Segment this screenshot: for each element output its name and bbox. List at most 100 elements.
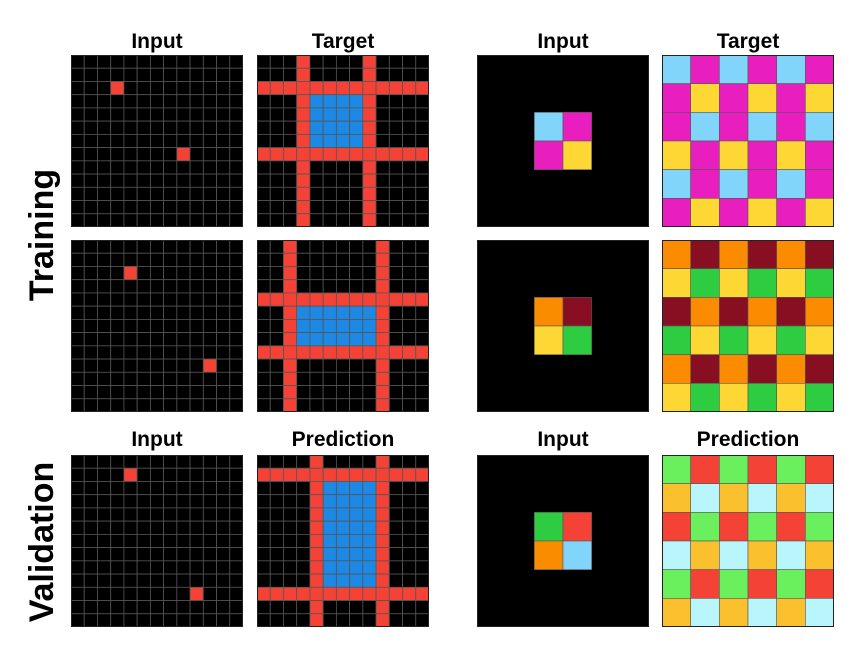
grid-cell-red (283, 147, 298, 162)
grid-cell-black (402, 573, 417, 588)
grid-cell-maroon (690, 240, 720, 269)
grid-cell-black (97, 467, 112, 482)
grid-cell-black (362, 398, 377, 412)
training-1-lines-target-grid (257, 55, 429, 227)
grid-cell-black (149, 305, 165, 320)
grid-cell-black (176, 305, 191, 320)
grid-cell-black (335, 385, 351, 400)
grid-cell-red (562, 512, 592, 542)
grid-cell-black (176, 292, 191, 307)
grid-cell-red (309, 547, 324, 562)
grid-cell-black (229, 305, 243, 320)
grid-cell-black (388, 252, 403, 267)
grid-cell-black (123, 613, 138, 627)
grid-cell-black (415, 455, 429, 469)
grid-cell-black (71, 94, 85, 109)
grid-cell-black (189, 240, 204, 254)
grid-cell-orange (747, 297, 777, 327)
grid-cell-black (97, 279, 112, 294)
grid-cell-red (309, 345, 324, 360)
grid-cell-black (216, 520, 231, 535)
grid-cell-black (322, 213, 337, 227)
grid-cell-black (375, 173, 390, 188)
grid-cell-black (136, 520, 151, 535)
grid-cell-black (269, 94, 284, 109)
grid-cell-black (335, 240, 351, 254)
grid-cell-black (71, 507, 85, 522)
grid-cell-blue (362, 494, 377, 509)
grid-cell-red (375, 481, 390, 496)
grid-cell-black (176, 507, 191, 522)
grid-cell-red (269, 586, 284, 601)
grid-cell-red (388, 586, 403, 601)
grid-cell-red (362, 467, 377, 482)
grid-cell-black (257, 600, 271, 615)
grid-cell-black (163, 398, 178, 412)
grid-cell-black (110, 133, 125, 149)
grid-cell-black (163, 147, 178, 162)
grid-cell-red (283, 81, 298, 96)
grid-cell-red (269, 467, 284, 482)
grid-svg (477, 55, 649, 227)
grid-cell-black (349, 213, 364, 227)
grid-cell-black (83, 252, 98, 267)
grid-cell-black (71, 520, 85, 535)
grid-cell-black (97, 345, 112, 360)
grid-cell-lightblue (719, 169, 749, 199)
grid-cell-black (296, 358, 311, 373)
grid-cell-black (97, 107, 112, 122)
grid-cell-red (335, 81, 351, 96)
grid-cell-black (83, 467, 98, 482)
grid-cell-black (202, 133, 217, 149)
grid-cell-black (415, 67, 429, 82)
grid-cell-black (149, 345, 165, 360)
grid-cell-black (388, 213, 403, 227)
grid-cell-black (110, 305, 125, 320)
grid-cell-black (202, 94, 217, 109)
grid-cell-black (176, 520, 191, 535)
grid-cell-blue (335, 120, 351, 135)
grid-cell-black (269, 107, 284, 122)
grid-cell-yellow (719, 383, 749, 412)
grid-cell-black (415, 240, 429, 254)
grid-cell-black (335, 279, 351, 294)
grid-cell-black (257, 613, 271, 627)
grid-cell-blue (362, 318, 377, 334)
grid-cell-magenta (805, 140, 834, 170)
grid-cell-black (176, 279, 191, 294)
grid-cell-black (283, 186, 298, 201)
grid-cell-black (283, 133, 298, 149)
grid-cell-black (176, 200, 191, 215)
grid-cell-black (83, 279, 98, 294)
grid-cell-red (309, 520, 324, 535)
grid-cell-black (202, 494, 217, 509)
grid-cell-black (71, 358, 85, 373)
grid-cell-maroon (776, 297, 806, 327)
grid-cell-black (123, 481, 138, 496)
grid-cell-black (97, 252, 112, 267)
grid-cell-black (97, 173, 112, 188)
grid-cell-yellow (805, 83, 834, 113)
grid-cell-black (388, 481, 403, 496)
grid-cell-black (309, 67, 324, 82)
grid-cell-red (362, 213, 377, 227)
grid-cell-black (110, 332, 125, 347)
grid-cell-black (110, 200, 125, 215)
grid-cell-black (163, 560, 178, 575)
grid-cell-black (83, 371, 98, 386)
grid-cell-black (163, 494, 178, 509)
grid-cell-magenta (534, 140, 564, 170)
grid-cell-black (415, 279, 429, 294)
grid-cell-black (309, 371, 324, 386)
grid-cell-black (415, 600, 429, 615)
validation-left-prediction-title: Prediction (291, 428, 395, 451)
grid-cell-red (362, 345, 377, 360)
grid-cell-orange (662, 354, 691, 384)
grid-cell-black (136, 200, 151, 215)
grid-cell-black (97, 385, 112, 400)
grid-cell-black (257, 107, 271, 122)
grid-cell-black (136, 67, 151, 82)
grid-cell-blue (322, 494, 337, 509)
grid-cell-black (283, 560, 298, 575)
grid-cell-magenta (747, 140, 777, 170)
